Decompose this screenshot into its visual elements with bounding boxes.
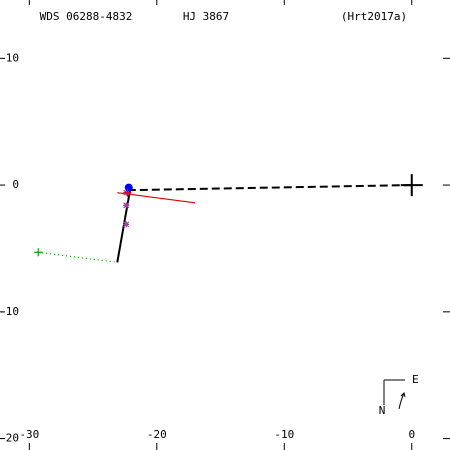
x-tick-label: -20: [147, 428, 167, 441]
compass-east: E: [412, 373, 419, 386]
header-ref: (Hrt2017a): [341, 10, 407, 23]
compass-arrow: [398, 392, 406, 410]
y-tick-label: -20: [0, 432, 19, 445]
measurement: [34, 248, 43, 257]
x-tick-label: -10: [274, 428, 294, 441]
measurement: [123, 188, 132, 197]
x-tick-label: 0: [408, 428, 415, 441]
header-name: HJ 3867: [183, 10, 229, 23]
measurement: [124, 183, 133, 192]
y-tick-label: 0: [12, 178, 19, 191]
track-line: [130, 184, 412, 192]
measurement: [400, 174, 423, 197]
track-line: [117, 192, 196, 204]
compass: [383, 379, 406, 410]
x-tick-label: -30: [19, 428, 39, 441]
measurement: [123, 202, 130, 209]
compass-axes: [383, 379, 405, 405]
y-tick-label: -10: [0, 305, 19, 318]
header-wds: WDS 06288-4832: [40, 10, 133, 23]
measurement: [123, 221, 130, 228]
compass-north: N: [379, 404, 386, 417]
y-tick-label: 10: [6, 51, 19, 64]
